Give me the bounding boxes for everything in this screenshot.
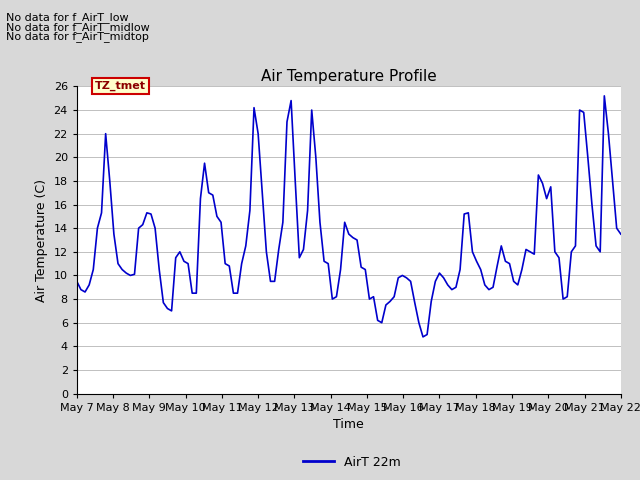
X-axis label: Time: Time — [333, 418, 364, 431]
Text: No data for f_AirT_midtop: No data for f_AirT_midtop — [6, 31, 149, 42]
Text: No data for f_AirT_low: No data for f_AirT_low — [6, 12, 129, 23]
Text: No data for f_AirT_midlow: No data for f_AirT_midlow — [6, 22, 150, 33]
Title: Air Temperature Profile: Air Temperature Profile — [261, 69, 436, 84]
Legend: AirT 22m: AirT 22m — [298, 451, 406, 474]
Text: TZ_tmet: TZ_tmet — [95, 81, 146, 91]
Y-axis label: Air Temperature (C): Air Temperature (C) — [35, 179, 48, 301]
